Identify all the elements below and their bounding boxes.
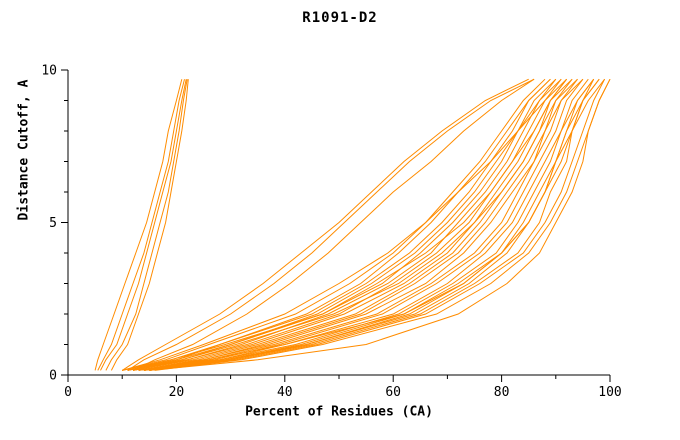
series-line (127, 78, 535, 371)
x-tick-label: 0 (64, 385, 72, 400)
series-line (143, 78, 595, 371)
series-line (149, 78, 595, 371)
y-tick-label: 5 (49, 216, 57, 231)
series-line (127, 78, 567, 371)
x-tick-label: 60 (385, 385, 401, 400)
x-tick-label: 40 (277, 385, 293, 400)
series-line (149, 78, 611, 371)
y-tick-label: 0 (49, 369, 57, 384)
series-line (143, 78, 584, 371)
chart-title: R1091-D2 (302, 10, 378, 26)
x-tick-label: 100 (598, 385, 621, 400)
series-line (127, 78, 551, 371)
series-line (94, 79, 183, 371)
series-line (100, 79, 187, 371)
series-line (121, 78, 529, 371)
series-line (132, 78, 562, 371)
series-line (138, 78, 578, 371)
y-tick-label: 10 (41, 64, 57, 79)
series-line (127, 78, 557, 371)
series-line (138, 78, 573, 371)
series-line (132, 78, 578, 371)
series-line (138, 78, 573, 371)
series-line (149, 78, 605, 371)
x-tick-label: 20 (169, 385, 185, 400)
x-tick-label: 80 (494, 385, 510, 400)
series-line (143, 78, 595, 371)
series-line (122, 78, 567, 371)
series-line (149, 78, 606, 371)
series-line (97, 79, 185, 371)
series-line (154, 78, 611, 371)
series-line (110, 79, 189, 371)
series-line (122, 78, 546, 371)
series-line (105, 79, 188, 371)
series-line (143, 78, 584, 371)
x-axis-label: Percent of Residues (CA) (245, 404, 433, 420)
series-line (132, 78, 535, 371)
